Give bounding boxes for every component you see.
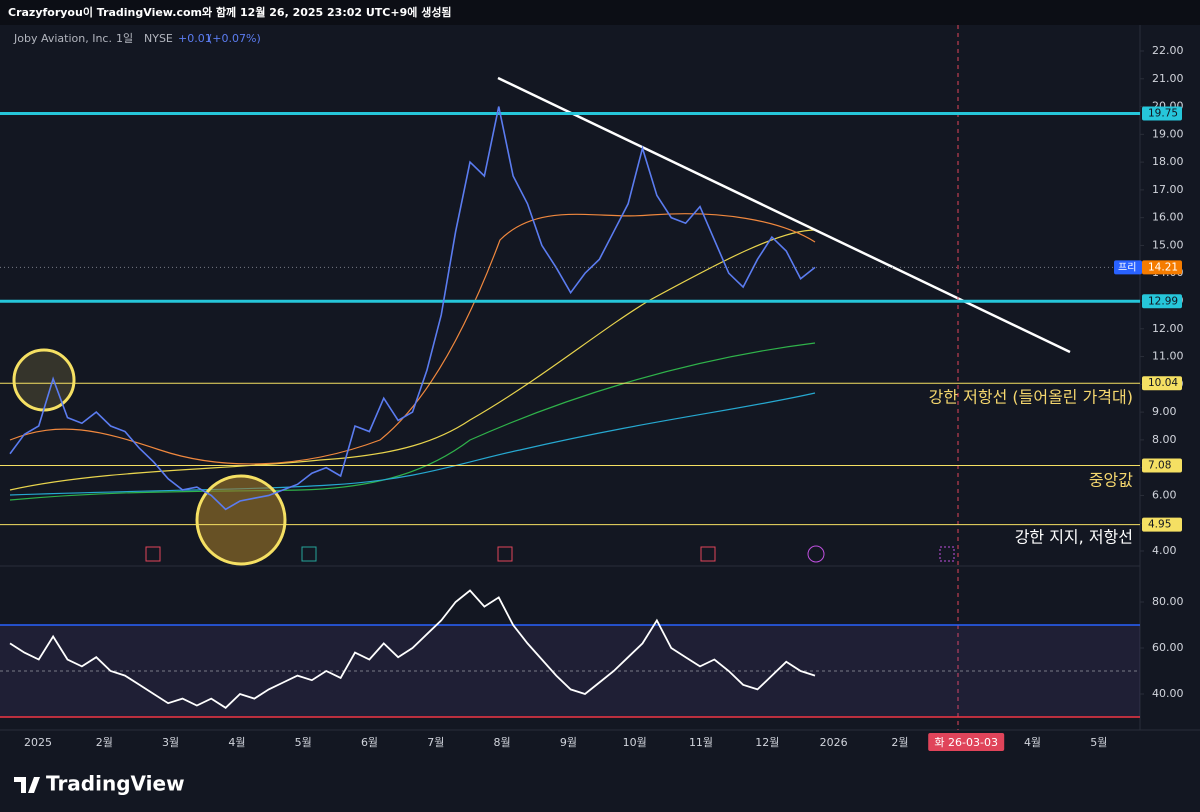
- ma-100: [9, 229, 816, 491]
- y-tick-label: 15.00: [1152, 238, 1184, 251]
- level-tag: [1142, 458, 1182, 473]
- level-label: 12.99: [1148, 295, 1178, 307]
- change: +0.01: [178, 32, 212, 45]
- ma-200: [9, 342, 816, 501]
- rsi-tick-label: 80.00: [1152, 595, 1184, 608]
- tv-logo-mark: [14, 777, 40, 793]
- x-tick-label: 11월: [689, 736, 713, 749]
- y-tick-label: 8.00: [1152, 433, 1177, 446]
- event-icon: [807, 545, 825, 563]
- x-tick-label: 12월: [755, 736, 779, 749]
- earnings-icon: [700, 546, 716, 562]
- x-tick-label: 3월: [162, 736, 179, 749]
- x-tick-label: 2026: [820, 736, 848, 749]
- rsi-line: [9, 589, 816, 709]
- earnings-icon: [301, 546, 317, 562]
- level-label: 19.75: [1148, 108, 1178, 120]
- x-tick-label: 화 26-03-03: [934, 736, 998, 749]
- x-tick-label: 5월: [295, 736, 312, 749]
- y-tick-label: 18.00: [1152, 155, 1184, 168]
- x-tick-label: 5월: [1090, 736, 1107, 749]
- level-tag: [1142, 106, 1182, 121]
- price-tag: [1142, 260, 1182, 275]
- instrument-name: Joby Aviation, Inc.: [13, 32, 112, 45]
- interval: 1일: [116, 31, 133, 45]
- indicators: [9, 25, 1071, 730]
- x-tick-label: 4월: [228, 736, 245, 749]
- x-tick-label: 10월: [623, 736, 647, 749]
- exchange: NYSE: [144, 32, 173, 45]
- footer-brand: TradingView: [46, 772, 185, 796]
- price-line: [9, 106, 816, 511]
- x-tick-label: 4월: [1024, 736, 1041, 749]
- y-tick-label: 19.00: [1152, 127, 1184, 140]
- x-tick-label: 9월: [560, 736, 577, 749]
- y-tick-label: 17.00: [1152, 183, 1184, 196]
- earnings-icon: [145, 546, 161, 562]
- y-tick-label: 21.00: [1152, 72, 1184, 85]
- y-tick-label: 6.00: [1152, 488, 1177, 501]
- ma-365: [9, 392, 816, 496]
- level-tag: [1142, 376, 1182, 391]
- highlight-circle: [195, 474, 287, 566]
- level-label: 4.95: [1148, 519, 1171, 531]
- rsi-tick-label: 40.00: [1152, 687, 1184, 700]
- annotation: 강한 저항선 (들어올린 가격대): [929, 388, 1133, 407]
- annotation: 강한 지지, 저항선: [1015, 528, 1133, 547]
- instrument-info: Joby Aviation, Inc. 1일 NYSE +0.01 (+0.07…: [13, 31, 261, 45]
- y-tick-label: 11.00: [1152, 350, 1184, 363]
- pre-label: 프리: [1118, 261, 1136, 273]
- change-pct: (+0.07%): [208, 32, 261, 45]
- earnings-icon: [939, 546, 955, 562]
- level-tag: [1142, 294, 1182, 309]
- date-tag: [928, 733, 1005, 751]
- x-tick-label: 2025: [24, 736, 52, 749]
- x-tick-label: 8월: [494, 736, 511, 749]
- y-tick-label: 22.00: [1152, 44, 1184, 57]
- x-tick-label: 6월: [361, 736, 378, 749]
- y-tick-label: 12.00: [1152, 322, 1184, 335]
- x-tick-label: 2월: [891, 736, 908, 749]
- y-tick-label: 16.00: [1152, 211, 1184, 224]
- ma-50: [9, 213, 816, 465]
- level-tag: [1142, 517, 1182, 532]
- x-tick-label: 2월: [96, 736, 113, 749]
- highlight-circle: [12, 348, 76, 412]
- y-tick-label: 9.00: [1152, 405, 1177, 418]
- trendline: [497, 76, 1071, 354]
- level-label: 10.04: [1148, 377, 1178, 389]
- annotation: 중앙값: [1089, 471, 1133, 490]
- rsi-tick-label: 60.00: [1152, 641, 1184, 654]
- pre-tag: [1114, 260, 1142, 275]
- level-label: 7.08: [1148, 459, 1171, 471]
- earnings-icon: [497, 546, 513, 562]
- header-title: Crazyforyou이 TradingView.com와 함께 12월 26,…: [8, 5, 452, 19]
- price-label: 14.21: [1148, 261, 1178, 273]
- header-bar: [0, 0, 1200, 25]
- x-tick-label: 7월: [427, 736, 444, 749]
- y-tick-label: 4.00: [1152, 544, 1177, 557]
- footer: TradingView: [46, 772, 185, 796]
- earnings-markers: [145, 545, 955, 563]
